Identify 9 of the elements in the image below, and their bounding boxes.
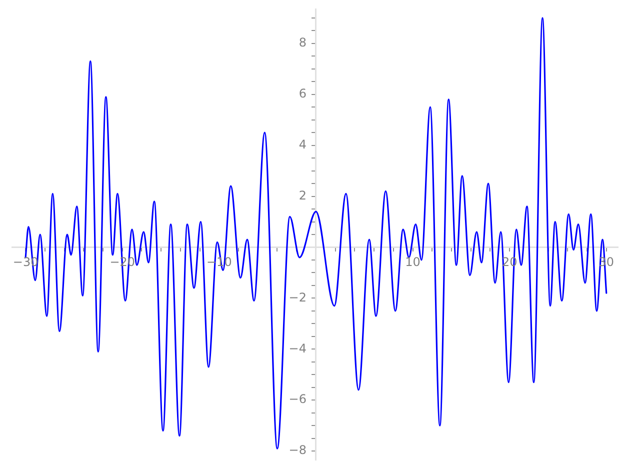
y-tick-label: −8: [288, 443, 306, 458]
x-tick-label: 10: [405, 255, 420, 270]
y-tick-label: −4: [288, 341, 306, 356]
y-tick-label: 8: [298, 36, 306, 50]
y-tick-label: 2: [298, 188, 306, 202]
y-tick-label: 4: [298, 137, 306, 152]
y-tick-label: 6: [298, 86, 306, 100]
y-tick-label: −2: [288, 290, 306, 304]
y-tick-label: −6: [288, 392, 306, 406]
